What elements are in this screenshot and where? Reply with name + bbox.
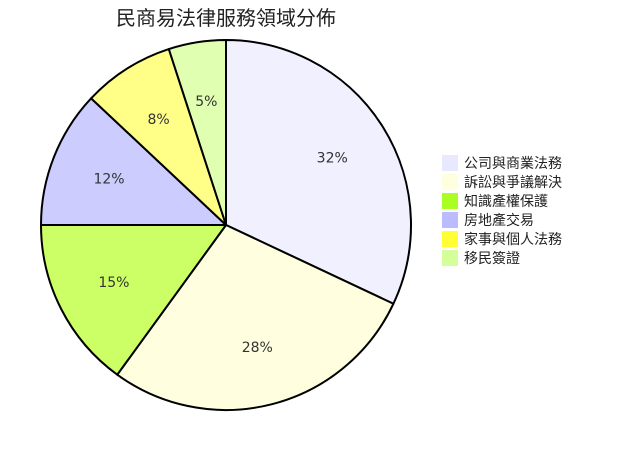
legend-label: 知識產權保護 xyxy=(464,193,548,210)
legend-label: 公司與商業法務 xyxy=(464,156,562,172)
legend-item: 公司與商業法務 xyxy=(442,155,562,172)
legend-swatch xyxy=(442,155,458,171)
legend-swatch xyxy=(442,231,458,247)
pie-slice-labels: 32% 28% 15% 12% 8% 5% xyxy=(93,94,347,356)
pie-slice xyxy=(40,224,227,376)
slice-label: 8% xyxy=(147,112,169,128)
pie-slice xyxy=(90,48,227,226)
slice-label: 28% xyxy=(242,340,273,356)
legend-item: 房地產交易 xyxy=(442,212,534,229)
slice-label: 32% xyxy=(317,151,348,167)
slice-label: 5% xyxy=(195,94,217,110)
pie-slice xyxy=(225,39,412,305)
legend-label: 家事與個人法務 xyxy=(464,231,562,248)
chart-title: 民商易法律服務領域分佈 xyxy=(116,6,336,30)
legend-label: 移民簽證 xyxy=(464,250,520,267)
pie-slices xyxy=(40,39,412,411)
legend-item: 訴訟與爭議解決 xyxy=(442,174,562,191)
pie-slice xyxy=(167,39,227,226)
legend-label: 房地產交易 xyxy=(464,212,534,229)
legend-swatch xyxy=(442,250,458,266)
legend-swatch xyxy=(442,174,458,190)
legend-swatch xyxy=(442,212,458,228)
slice-label: 12% xyxy=(93,172,124,188)
legend-label: 訴訟與爭議解決 xyxy=(464,174,562,191)
legend-item: 家事與個人法務 xyxy=(442,231,562,248)
legend-item: 知識產權保護 xyxy=(442,193,548,210)
slice-label: 15% xyxy=(98,275,129,291)
legend-item: 移民簽證 xyxy=(442,250,520,267)
pie-slice xyxy=(40,97,227,226)
pie-slice xyxy=(116,224,395,411)
legend-swatch xyxy=(442,193,458,209)
